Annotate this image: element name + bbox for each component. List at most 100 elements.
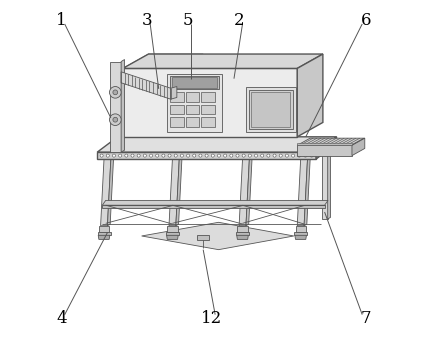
Polygon shape [186,92,199,102]
Polygon shape [246,158,252,226]
Text: 1: 1 [56,12,67,29]
Polygon shape [121,60,124,152]
Circle shape [230,154,233,157]
Polygon shape [107,158,114,226]
Polygon shape [238,226,248,232]
Circle shape [100,154,103,157]
Circle shape [261,154,264,157]
Circle shape [186,154,190,157]
Polygon shape [170,117,184,127]
Circle shape [168,154,171,157]
Polygon shape [167,74,222,132]
Circle shape [112,154,115,157]
Polygon shape [98,232,111,235]
Circle shape [273,154,276,157]
Polygon shape [186,105,199,114]
Polygon shape [202,117,215,127]
Polygon shape [102,200,328,205]
Text: 3: 3 [142,12,152,29]
Circle shape [113,90,118,95]
Polygon shape [294,232,307,235]
Circle shape [143,154,147,157]
Polygon shape [328,151,330,219]
Circle shape [137,154,140,157]
Polygon shape [295,235,306,239]
Polygon shape [99,226,109,232]
Polygon shape [176,158,182,226]
Circle shape [218,154,221,157]
Polygon shape [97,137,337,152]
Polygon shape [246,87,296,132]
Polygon shape [297,143,352,145]
Polygon shape [170,92,184,102]
Circle shape [298,154,301,157]
Polygon shape [169,159,179,226]
Polygon shape [170,76,219,89]
Polygon shape [239,159,250,226]
Polygon shape [202,92,215,102]
Polygon shape [352,138,365,156]
Text: 6: 6 [361,12,371,29]
Circle shape [292,154,295,157]
Circle shape [279,154,282,157]
Polygon shape [297,145,352,156]
Polygon shape [249,90,293,129]
Polygon shape [316,137,337,159]
Polygon shape [186,117,199,127]
Polygon shape [121,72,170,99]
Circle shape [110,114,121,126]
Polygon shape [297,138,365,145]
Polygon shape [97,152,316,159]
Circle shape [248,154,251,157]
Text: 4: 4 [56,310,67,327]
Circle shape [199,154,202,157]
Polygon shape [166,232,179,235]
Circle shape [267,154,270,157]
Text: 2: 2 [234,12,244,29]
Circle shape [193,154,196,157]
Polygon shape [297,54,323,137]
Circle shape [310,154,313,157]
Polygon shape [172,77,217,88]
Text: 5: 5 [182,12,193,29]
Circle shape [285,154,289,157]
Circle shape [162,154,165,157]
Polygon shape [123,68,297,137]
Polygon shape [142,222,294,250]
Polygon shape [296,226,306,232]
Circle shape [211,154,214,157]
Polygon shape [166,235,178,239]
Polygon shape [110,62,121,152]
Polygon shape [123,54,323,68]
Circle shape [304,154,307,157]
Polygon shape [167,226,178,232]
Circle shape [205,154,208,157]
Circle shape [242,154,245,157]
Circle shape [254,154,258,157]
Polygon shape [236,232,249,235]
Circle shape [106,154,109,157]
Polygon shape [98,235,110,239]
Circle shape [113,117,118,122]
Circle shape [110,87,121,98]
Polygon shape [202,105,215,114]
Polygon shape [321,152,328,219]
Circle shape [131,154,134,157]
Text: 7: 7 [361,310,371,327]
Text: 12: 12 [201,310,222,327]
Polygon shape [101,159,111,226]
Circle shape [224,154,227,157]
Polygon shape [251,92,290,127]
Polygon shape [297,159,308,226]
Polygon shape [170,87,177,99]
Polygon shape [304,158,310,226]
Polygon shape [170,105,184,114]
Circle shape [156,154,159,157]
Polygon shape [237,235,248,239]
Circle shape [119,154,122,157]
Circle shape [150,154,153,157]
Circle shape [174,154,177,157]
Polygon shape [123,54,203,68]
Circle shape [180,154,183,157]
Circle shape [236,154,239,157]
